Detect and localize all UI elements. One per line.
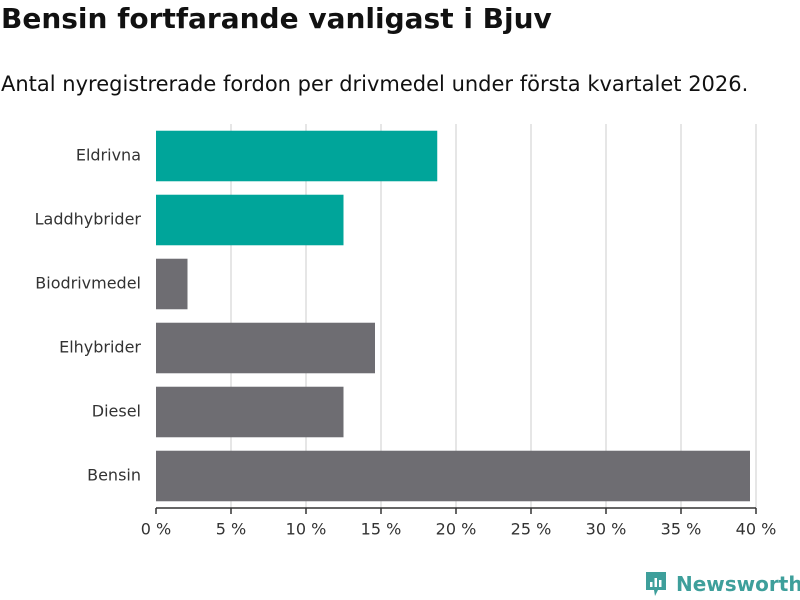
category-label: Bensin: [87, 466, 141, 485]
x-tick-label: 35 %: [661, 520, 702, 539]
bar-biodrivmedel: [156, 258, 188, 310]
newsworthy-logo-icon: [646, 572, 666, 596]
chart-subtitle: Antal nyregistrerade fordon per drivmede…: [1, 72, 749, 96]
category-label: Eldrivna: [76, 146, 141, 165]
bar-elhybrider: [156, 322, 375, 374]
x-tick-label: 10 %: [286, 520, 327, 539]
bar-diesel: [156, 386, 344, 438]
newsworthy-logo-text: Newsworthy: [676, 572, 800, 596]
bar-chart: Eldrivna Laddhybrider Biodrivmedel Elhybrid…: [35, 124, 777, 539]
x-tick-label: 20 %: [436, 520, 477, 539]
bar-bensin: [156, 450, 750, 502]
category-label: Biodrivmedel: [35, 274, 141, 293]
chart-title: Bensin fortfarande vanligast i Bjuv: [1, 2, 552, 35]
category-label: Diesel: [92, 402, 141, 421]
newsworthy-logo: Newsworthy: [644, 568, 800, 600]
category-label: Elhybrider: [59, 338, 141, 357]
x-tick-label: 5 %: [216, 520, 246, 539]
category-label: Laddhybrider: [35, 210, 142, 229]
x-tick-label: 0 %: [141, 520, 171, 539]
x-tick-label: 30 %: [586, 520, 627, 539]
bar-eldrivna: [156, 130, 438, 182]
bar-laddhybrider: [156, 194, 344, 246]
x-tick-label: 40 %: [736, 520, 777, 539]
x-tick-label: 25 %: [511, 520, 552, 539]
x-tick-label: 15 %: [361, 520, 402, 539]
